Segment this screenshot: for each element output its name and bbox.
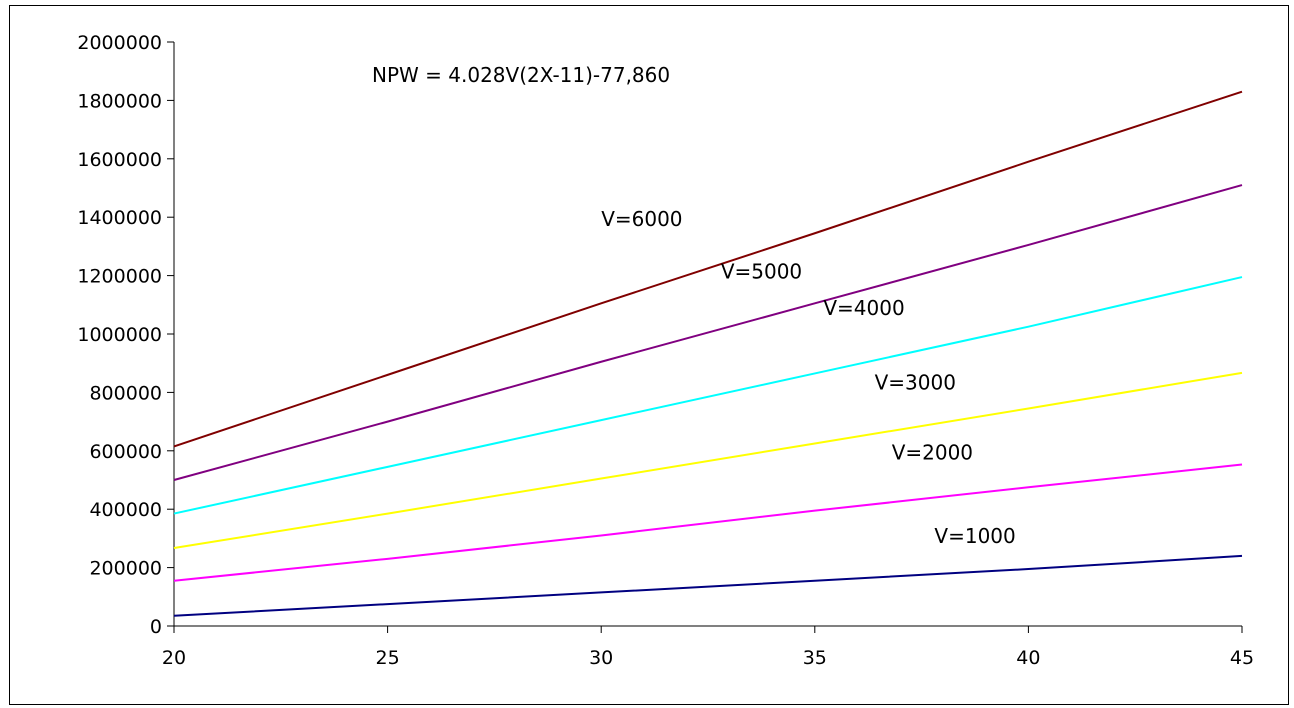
x-tick-label: 20 bbox=[162, 647, 186, 669]
x-tick-label: 25 bbox=[376, 647, 400, 669]
y-tick-label: 2000000 bbox=[77, 32, 162, 54]
series-label-v-1000: V=1000 bbox=[934, 524, 1015, 548]
y-tick-label: 1800000 bbox=[77, 90, 162, 112]
series-label-v-3000: V=3000 bbox=[875, 370, 956, 394]
series-line-v-3000 bbox=[173, 371, 1243, 550]
x-tick-label: 30 bbox=[589, 647, 613, 669]
series-line-v-2000 bbox=[173, 463, 1243, 582]
series-label-v-5000: V=5000 bbox=[721, 260, 802, 284]
series-line-v-4000 bbox=[173, 276, 1243, 515]
series-line-v-1000 bbox=[173, 554, 1243, 617]
series-label-v-2000: V=2000 bbox=[892, 441, 973, 465]
y-tick-label: 1400000 bbox=[77, 207, 162, 229]
y-tick-label: 1600000 bbox=[77, 149, 162, 171]
equation-annotation: NPW = 4.028V(2X-11)-77,860 bbox=[372, 63, 670, 87]
series-line-v-6000 bbox=[173, 90, 1243, 448]
x-tick-label: 40 bbox=[1016, 647, 1040, 669]
series-label-v-4000: V=4000 bbox=[823, 296, 904, 320]
y-tick-label: 1200000 bbox=[77, 266, 162, 288]
chart-container: 0 200000 400000 600000 800000 1000000 1200000 1… bbox=[9, 5, 1289, 705]
axes: 0 200000 400000 600000 800000 1000000 1200000 1… bbox=[77, 32, 1254, 669]
y-tick-label: 400000 bbox=[89, 499, 162, 521]
x-tick-label: 45 bbox=[1230, 647, 1254, 669]
x-tick-label: 35 bbox=[803, 647, 827, 669]
npw-line-chart: 0 200000 400000 600000 800000 1000000 1200000 1… bbox=[77, 32, 1254, 669]
y-tick-label: 1000000 bbox=[77, 324, 162, 346]
series-line-v-5000 bbox=[173, 184, 1243, 481]
series-labels: V=1000 V=2000 V=3000 V=4000 V=5000 V=6000 bbox=[601, 207, 1016, 548]
y-tick-label: 200000 bbox=[89, 558, 162, 580]
series-label-v-6000: V=6000 bbox=[601, 207, 682, 231]
y-tick-label: 0 bbox=[150, 616, 162, 638]
series-lines bbox=[173, 90, 1243, 617]
y-tick-label: 800000 bbox=[89, 382, 162, 404]
y-tick-label: 600000 bbox=[89, 441, 162, 463]
